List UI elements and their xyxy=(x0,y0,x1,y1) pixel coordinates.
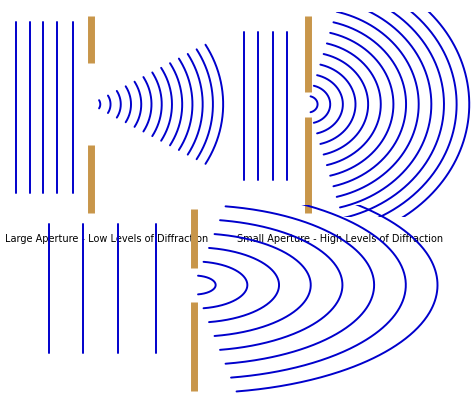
Text: Large Aperture - Low Levels of Diffraction: Large Aperture - Low Levels of Diffracti… xyxy=(5,234,208,244)
Text: Small Aperture - High Levels of Diffraction: Small Aperture - High Levels of Diffract… xyxy=(237,234,443,244)
